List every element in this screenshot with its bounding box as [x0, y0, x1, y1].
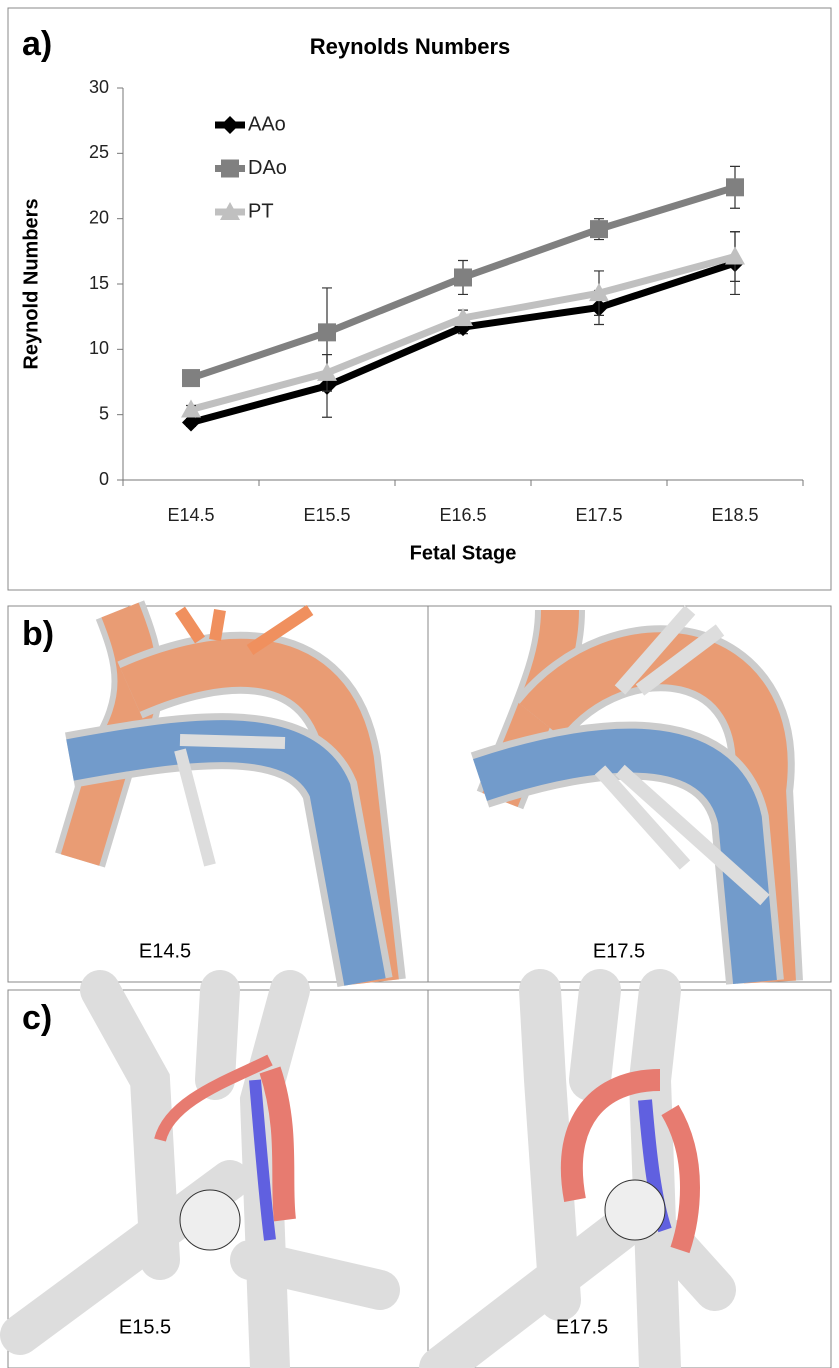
panel-caption: E14.5	[139, 940, 191, 962]
panel-label: b)	[22, 615, 54, 653]
x-tick-label: E14.5	[167, 505, 214, 525]
legend-label: AAo	[248, 113, 286, 135]
vessel-opening	[179, 1189, 241, 1251]
y-tick-label: 10	[89, 338, 109, 358]
marker	[725, 246, 745, 265]
x-tick-label: E15.5	[303, 505, 350, 525]
vortex-red	[661, 1104, 700, 1254]
y-tick-label: 15	[89, 273, 109, 293]
stream-orange	[519, 632, 796, 984]
branch	[174, 734, 286, 867]
panel-c	[0, 969, 832, 1368]
x-tick-label: E18.5	[711, 505, 758, 525]
marker	[726, 178, 744, 197]
vessel-opening	[604, 1179, 666, 1241]
x-tick-label: E16.5	[439, 505, 486, 525]
stream-blue	[473, 728, 777, 985]
y-tick-label: 5	[99, 403, 109, 423]
vortex-red	[560, 1069, 661, 1203]
panel-caption: E15.5	[119, 1316, 171, 1338]
x-axis-label: Fetal Stage	[410, 542, 517, 564]
vortex-red	[259, 1066, 296, 1222]
stream-orange	[120, 638, 399, 985]
marker	[590, 220, 608, 239]
marker	[182, 369, 200, 388]
marker	[317, 362, 337, 381]
legend-label: PT	[248, 200, 274, 222]
legend-label: DAo	[248, 157, 287, 179]
marker	[589, 283, 609, 302]
marker	[221, 159, 239, 178]
marker	[182, 413, 200, 432]
marker	[318, 323, 336, 342]
panel-caption: E17.5	[556, 1316, 608, 1338]
panel-a-frame	[7, 7, 832, 591]
marker	[181, 399, 201, 418]
vortex-red	[154, 1054, 273, 1142]
panel-label: c)	[22, 999, 52, 1037]
vortex-blue	[249, 1079, 276, 1241]
y-tick-label: 20	[89, 207, 109, 227]
y-tick-label: 0	[99, 469, 109, 489]
marker	[454, 268, 472, 287]
marker	[453, 307, 473, 326]
marker	[221, 116, 239, 134]
chart-title: Reynolds Numbers	[310, 34, 511, 59]
y-tick-label: 30	[89, 77, 109, 97]
y-axis-label: Reynold Numbers	[20, 198, 42, 369]
panel-caption: E17.5	[593, 940, 645, 962]
branch	[175, 605, 314, 655]
panel-label: a)	[22, 25, 52, 63]
y-tick-label: 25	[89, 142, 109, 162]
branch	[594, 605, 770, 906]
marker	[220, 202, 240, 220]
x-tick-label: E17.5	[575, 505, 622, 525]
panel-b	[7, 600, 832, 988]
